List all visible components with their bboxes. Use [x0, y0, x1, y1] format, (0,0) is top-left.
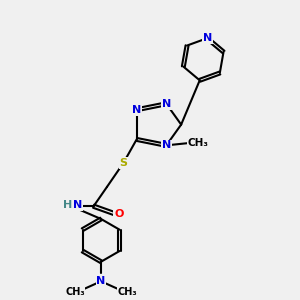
Text: CH₃: CH₃	[65, 287, 85, 297]
Text: N: N	[162, 140, 171, 150]
Text: N: N	[132, 105, 141, 115]
Text: N: N	[202, 33, 212, 43]
Text: CH₃: CH₃	[187, 138, 208, 148]
Text: CH₃: CH₃	[117, 287, 137, 297]
Text: S: S	[119, 158, 127, 168]
Text: O: O	[114, 208, 124, 219]
Text: N: N	[73, 200, 83, 210]
Text: N: N	[96, 276, 106, 286]
Text: N: N	[162, 99, 171, 109]
Text: H: H	[63, 200, 72, 210]
